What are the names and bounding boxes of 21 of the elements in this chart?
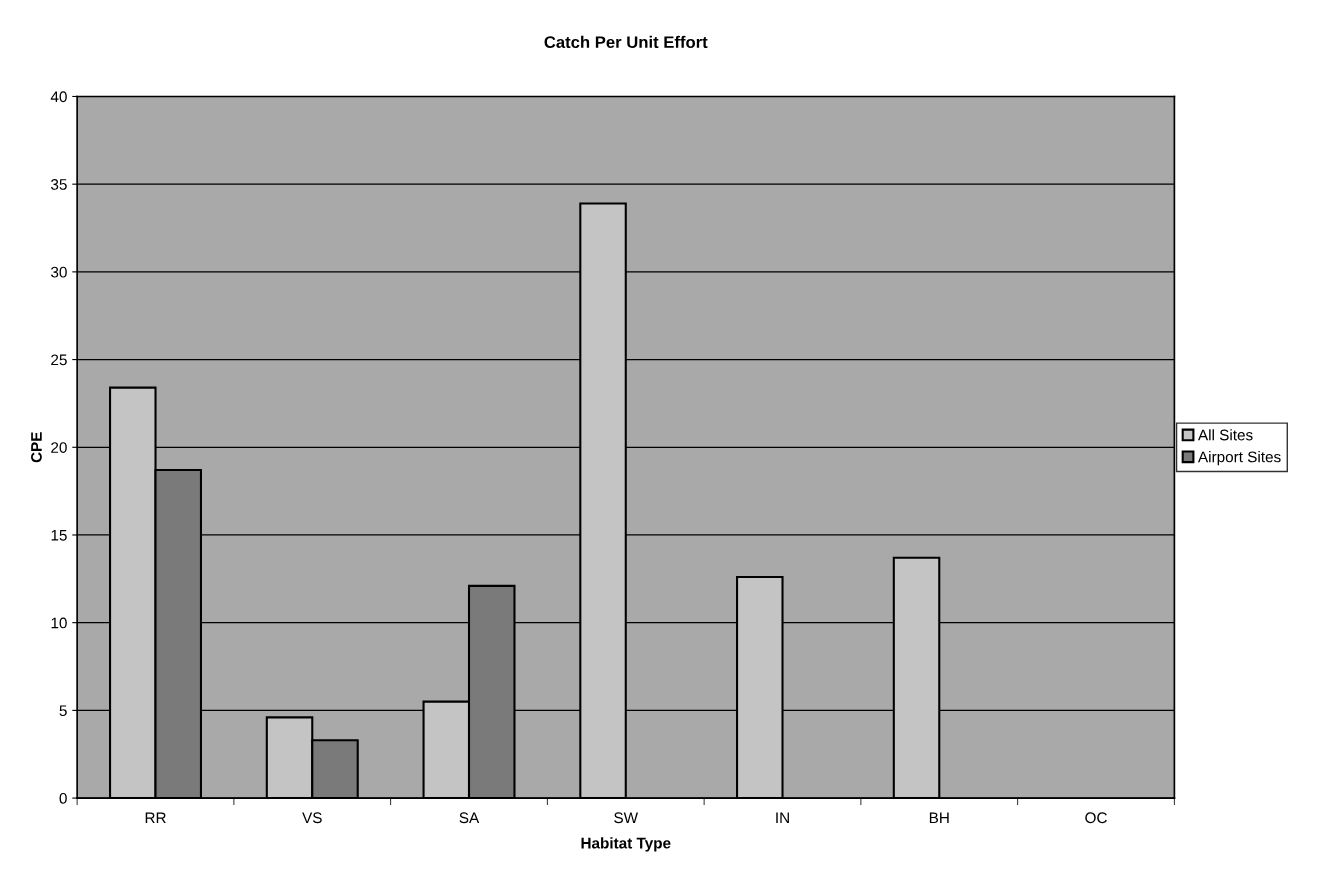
y-tick-label: 15 [51,530,67,541]
y-tick-label: 40 [50,91,67,103]
x-tick-label: VS [302,812,322,824]
x-tick-label: RR [145,812,166,824]
y-tick-label: 5 [59,705,67,717]
chart-title: Catch Per Unit Effort [544,35,708,49]
x-tick-label: BH [929,812,949,824]
y-tick-label: 20 [51,442,67,453]
x-tick-label: SA [459,812,480,824]
y-tick-label: 25 [51,354,67,366]
y-tick-label: 0 [59,792,67,804]
x-tick-label: OC [1085,812,1107,824]
y-axis-title: CPE [31,432,42,463]
x-tick-label: IN [776,812,789,824]
x-axis-title: Habitat Type [581,837,671,852]
x-tick-label: SW [614,812,639,824]
legend-label: Airport Sites [1198,451,1281,466]
y-tick-label: 10 [51,617,67,629]
legend-label: All Sites [1198,429,1253,441]
y-tick-label: 30 [51,266,67,278]
y-tick-label: 35 [51,179,67,190]
